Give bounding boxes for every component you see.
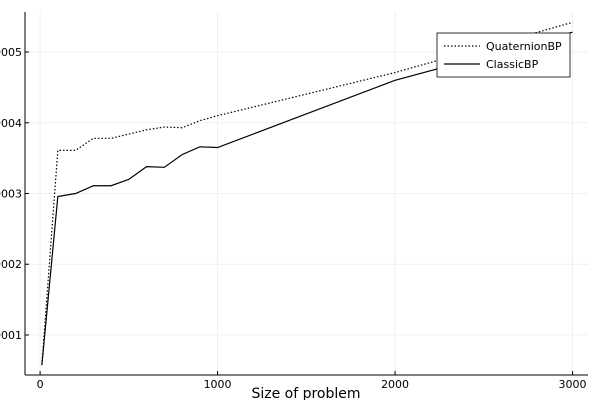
x-tick-label: 3000 — [559, 378, 587, 391]
y-tick-label: 0.0004 — [0, 117, 22, 130]
x-tick-label: 2000 — [381, 378, 409, 391]
x-tick-label: 1000 — [204, 378, 232, 391]
data-line — [41, 21, 573, 366]
y-tick-label: 0.0005 — [0, 46, 22, 59]
data-line — [41, 31, 573, 366]
legend-box — [436, 32, 571, 78]
x-axis-label: Size of problem — [251, 386, 360, 400]
legend: QuaternionBP ClassicBP — [436, 32, 571, 78]
legend-label: QuaternionBP — [486, 40, 562, 53]
legend-label: ClassicBP — [486, 58, 539, 71]
x-tick-label: 0 — [37, 378, 44, 391]
